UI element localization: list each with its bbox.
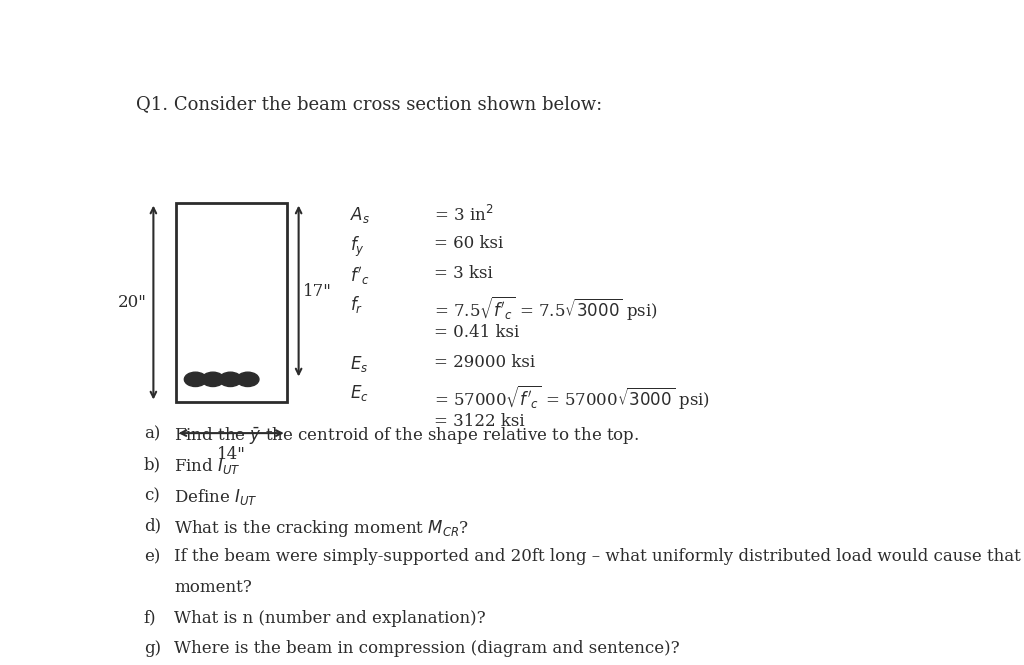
Circle shape [237,372,259,386]
Text: Q1. Consider the beam cross section shown below:: Q1. Consider the beam cross section show… [136,95,602,113]
Text: = 3 ksi: = 3 ksi [433,265,493,282]
Text: What is n (number and explanation)?: What is n (number and explanation)? [174,610,485,627]
Text: b): b) [143,456,161,473]
Text: moment?: moment? [174,579,252,596]
Text: $E_c$: $E_c$ [350,384,369,404]
Circle shape [202,372,224,386]
Text: c): c) [143,487,160,504]
Text: Find $I_{UT}$: Find $I_{UT}$ [174,456,241,476]
Circle shape [184,372,207,386]
Text: e): e) [143,549,160,565]
Text: f): f) [143,610,157,627]
Text: = 57000$\sqrt{f'_c}$ = 57000$\sqrt{3000}$ psi): = 57000$\sqrt{f'_c}$ = 57000$\sqrt{3000}… [433,384,710,412]
Text: = 60 ksi: = 60 ksi [433,235,503,252]
Text: = 7.5$\sqrt{f'_c}$ = 7.5$\sqrt{3000}$ psi): = 7.5$\sqrt{f'_c}$ = 7.5$\sqrt{3000}$ ps… [433,295,657,323]
Text: What is the cracking moment $M_{CR}$?: What is the cracking moment $M_{CR}$? [174,517,469,539]
Text: 14": 14" [217,446,246,463]
Text: = 3 in$^2$: = 3 in$^2$ [433,205,494,225]
Text: Where is the beam in compression (diagram and sentence)?: Where is the beam in compression (diagra… [174,640,680,658]
Text: $A_s$: $A_s$ [350,205,371,225]
Text: = 0.41 ksi: = 0.41 ksi [433,324,519,341]
Text: = 3122 ksi: = 3122 ksi [433,413,524,430]
Text: Define $I_{UT}$: Define $I_{UT}$ [174,487,258,507]
Text: $f_r$: $f_r$ [350,295,364,315]
Text: Find the $\bar{y}$ the centroid of the shape relative to the top.: Find the $\bar{y}$ the centroid of the s… [174,426,639,447]
Text: 17": 17" [303,283,332,299]
Text: $f_y$: $f_y$ [350,235,366,259]
Text: d): d) [143,517,161,535]
Text: If the beam were simply-supported and 20ft long – what uniformly distributed loa: If the beam were simply-supported and 20… [174,549,1021,565]
Text: 20": 20" [118,294,146,311]
Text: a): a) [143,426,160,442]
Text: = 29000 ksi: = 29000 ksi [433,354,535,371]
Text: $f'_c$: $f'_c$ [350,265,370,287]
Text: $E_s$: $E_s$ [350,354,369,374]
Text: g): g) [143,640,161,658]
Circle shape [219,372,242,386]
